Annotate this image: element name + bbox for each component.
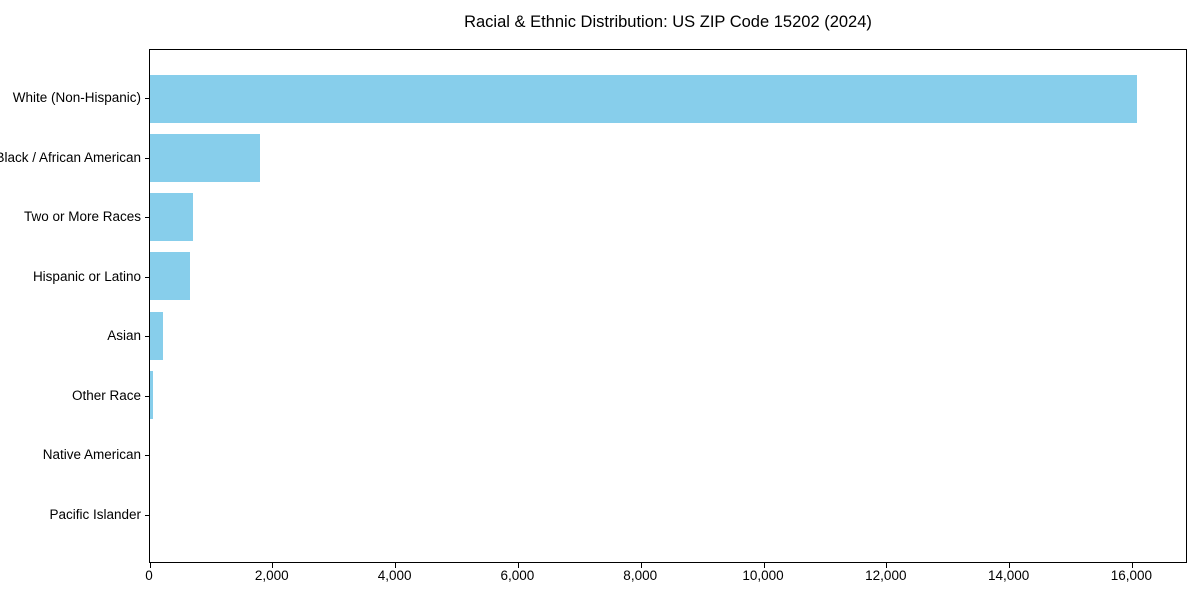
bar [150,193,193,242]
bar-row [150,69,1186,128]
x-axis: 0 2,000 4,000 6,000 8,000 10,000 12,000 14,000 1… [0,568,1200,588]
bar [150,133,261,182]
y-axis-label: Black / African American [0,149,141,165]
x-tick-label: 14,000 [987,568,1030,583]
y-axis-label: Hispanic or Latino [32,268,141,284]
x-tick-label: 2,000 [254,568,289,583]
y-tick [145,395,149,397]
y-tick [145,336,149,338]
bar-row [150,247,1186,306]
x-tick [1009,563,1011,568]
bar-row [150,128,1186,187]
x-tick [272,563,274,568]
y-label-row: Other Race [0,366,141,426]
chart-title: Racial & Ethnic Distribution: US ZIP Cod… [464,13,872,31]
x-tick-label: 8,000 [623,568,658,583]
y-tick [145,157,149,159]
x-tick [640,563,642,568]
y-axis-label: Pacific Islander [49,506,141,522]
x-tick-label: 6,000 [500,568,535,583]
x-tick [886,563,888,568]
x-tick [1131,563,1133,568]
y-tick [145,276,149,278]
y-axis-label: Two or More Races [23,209,141,225]
x-tick [763,563,765,568]
x-tick [395,563,397,568]
y-tick [145,98,149,100]
bar [150,252,190,301]
x-tick [149,563,151,568]
bar-row [150,484,1186,543]
plot-area [145,49,1187,568]
x-tick-label: 4,000 [377,568,412,583]
y-label-row: Hispanic or Latino [0,247,141,307]
y-axis: White (Non-Hispanic) Black / African Amer… [0,49,141,563]
y-label-row: White (Non-Hispanic) [0,68,141,128]
y-label-row: Native American [0,425,141,485]
y-axis-label: Native American [42,447,141,463]
bar [150,311,163,360]
x-tick-label: 16,000 [1110,568,1153,583]
bar-row [150,306,1186,365]
y-axis-label: White (Non-Hispanic) [12,90,141,106]
y-tick [145,514,149,516]
bar-row [150,425,1186,484]
bar-series [150,50,1186,562]
y-axis-label: Other Race [71,387,141,403]
x-tick [517,563,519,568]
y-label-row: Pacific Islander [0,485,141,545]
y-label-row: Two or More Races [0,187,141,247]
x-tick-label: 0 [145,568,153,583]
bar-row [150,188,1186,247]
y-label-row: Black / African American [0,128,141,188]
bar [150,370,154,419]
x-tick-label: 12,000 [865,568,907,583]
y-tick [145,217,149,219]
y-axis-label: Asian [107,328,141,344]
y-tick [145,455,149,457]
x-tick-label: 10,000 [742,568,784,583]
bar-row [150,365,1186,424]
y-label-row: Asian [0,306,141,366]
bar [150,74,1137,123]
